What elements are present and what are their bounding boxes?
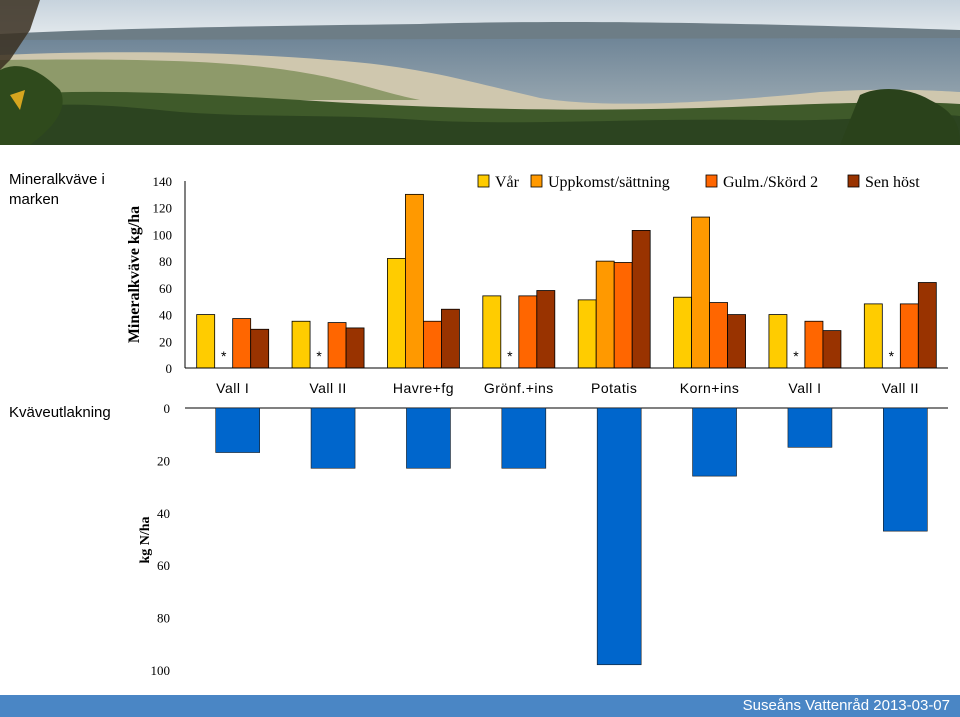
missing-marker: * <box>507 348 513 364</box>
footer-bar: Suseåns Vattenråd 2013-03-07 <box>0 695 960 717</box>
category-label: Vall II <box>882 380 919 396</box>
bar-3 <box>631 230 651 369</box>
leaching-bar <box>787 407 833 448</box>
bar-2 <box>232 318 252 369</box>
bar-2 <box>327 322 347 369</box>
missing-marker: * <box>221 348 227 364</box>
missing-marker: * <box>793 348 799 364</box>
leaching-bar <box>215 407 260 453</box>
bar-0 <box>291 320 311 369</box>
bottom-y-tick-label: 40 <box>157 506 170 521</box>
bar-3 <box>917 282 937 369</box>
bar-0 <box>673 296 692 369</box>
bar-0 <box>863 303 883 369</box>
bar-1 <box>405 193 424 369</box>
category-label: Korn+ins <box>680 380 740 396</box>
bar-3 <box>345 327 365 369</box>
bar-2 <box>518 295 538 369</box>
bar-3 <box>441 308 460 369</box>
legend-label-3: Sen höst <box>865 174 920 191</box>
legend-label-1: Uppkomst/sättning <box>548 174 670 191</box>
top-y-tick-label: 80 <box>159 254 172 269</box>
top-y-tick-label: 0 <box>166 361 173 376</box>
leaching-bar <box>596 407 642 666</box>
bottom-y-tick-label: 80 <box>157 611 170 626</box>
category-label: Grönf.+ins <box>484 380 554 396</box>
bar-3 <box>822 330 842 369</box>
coastal-landscape-image <box>0 0 960 145</box>
bottom-y-tick-label: 20 <box>157 453 170 468</box>
bar-0 <box>768 314 788 369</box>
category-label: Vall II <box>309 380 346 396</box>
bar-1 <box>691 216 710 369</box>
top-y-tick-label: 60 <box>159 281 172 296</box>
bottom-y-tick-label: 100 <box>151 663 171 678</box>
leaching-bar <box>501 407 547 469</box>
legend-swatch-3 <box>847 174 860 188</box>
missing-marker: * <box>889 348 895 364</box>
bottom-y-tick-label: 0 <box>164 401 171 416</box>
footer-text: Suseåns Vattenråd 2013-03-07 <box>742 697 950 714</box>
top-y-tick-label: 140 <box>153 174 173 189</box>
category-label: Havre+fg <box>393 380 454 396</box>
bar-0 <box>387 258 406 369</box>
category-label: Vall I <box>216 380 249 396</box>
leaching-bar <box>406 407 451 469</box>
leaching-bar <box>310 407 356 469</box>
legend-label-0: Vår <box>495 174 520 191</box>
leaching-bar <box>883 407 928 532</box>
top-y-axis-label: Mineralkväve kg/ha <box>126 206 143 343</box>
top-y-tick-label: 120 <box>153 201 173 216</box>
bar-0 <box>196 314 216 369</box>
legend-label-2: Gulm./Skörd 2 <box>723 174 818 191</box>
side-label-leaching: Kväveutlakning <box>9 404 111 421</box>
top-y-tick-label: 20 <box>159 334 172 349</box>
legend-swatch-0 <box>477 174 490 188</box>
bar-2 <box>613 262 633 369</box>
category-label: Potatis <box>591 380 637 396</box>
bar-3 <box>727 314 746 369</box>
missing-marker: * <box>316 348 322 364</box>
bottom-y-tick-label: 60 <box>157 558 170 573</box>
bar-0 <box>577 299 597 369</box>
category-label: Vall I <box>788 380 821 396</box>
top-y-tick-label: 40 <box>159 308 172 323</box>
side-label-mineral: Mineralkväve i marken <box>9 171 105 208</box>
bar-0 <box>482 295 502 369</box>
top-y-tick-label: 100 <box>153 227 173 242</box>
bar-3 <box>536 290 556 369</box>
bar-2 <box>709 302 728 369</box>
bar-2 <box>804 320 824 369</box>
bar-1 <box>595 260 615 369</box>
leaching-bar <box>692 407 737 477</box>
bar-2 <box>899 303 919 369</box>
legend-swatch-1 <box>530 174 543 188</box>
legend-swatch-2 <box>705 174 718 188</box>
bar-2 <box>423 320 442 369</box>
bottom-y-axis-label: kg N/ha <box>138 516 153 563</box>
bar-3 <box>250 328 270 369</box>
landscape-photo <box>0 0 960 145</box>
